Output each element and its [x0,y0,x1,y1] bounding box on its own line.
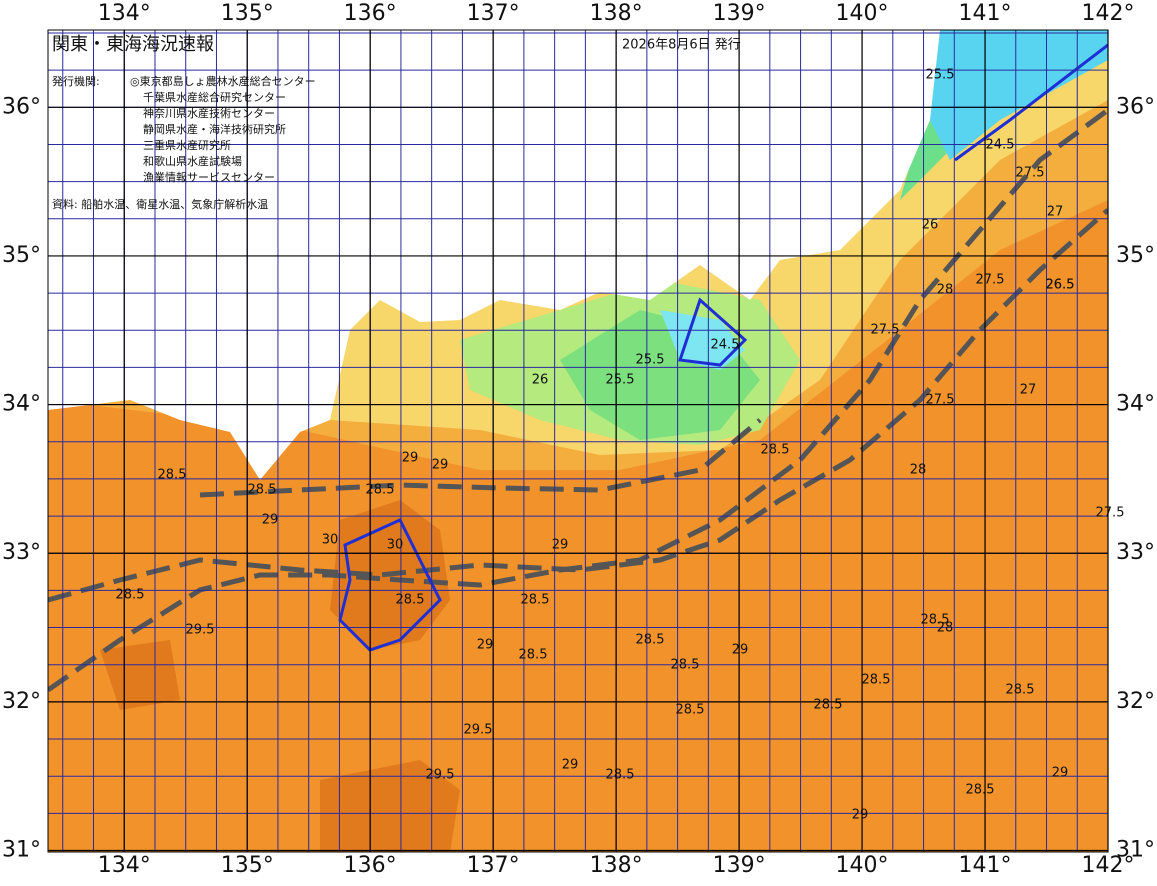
issuer: 和歌山県水産試験場 [143,154,242,168]
x-tick-label: 139° [713,1,766,26]
contour-label: 28.5 [671,658,700,673]
contour-label: 27.5 [976,273,1005,288]
contour-label: 28.5 [1006,683,1035,698]
x-tick-label: 142° [1082,1,1135,26]
x-tick-label: 136° [344,1,397,26]
y-tick-label: 33° [2,540,41,565]
contour-label: 29 [552,538,569,553]
contour-label: 29 [262,513,279,528]
contour-label: 28 [937,283,954,298]
x-tick-label: 138° [590,1,643,26]
sea-temperature-field [48,30,1108,852]
x-tick-label: 135° [221,853,274,878]
contour-label: 27.5 [871,323,900,338]
contour-label: 27 [1047,205,1064,220]
contour-label: 27 [1020,383,1037,398]
contour-label: 29 [732,643,749,658]
contour-label: 28.5 [606,768,635,783]
contour-label: 25.5 [636,353,665,368]
contour-label: 29.5 [426,768,455,783]
contour-label: 28.5 [521,593,550,608]
contour-label: 29 [852,808,869,823]
contour-label: 29 [1052,766,1069,781]
x-tick-label: 141° [959,853,1012,878]
y-tick-label: 32° [2,689,41,714]
contour-label: 28 [937,621,954,636]
contour-label: 28.5 [966,783,995,798]
contour-label: 29 [432,458,449,473]
y-tick-label: 36° [2,94,41,119]
x-tick-label: 140° [836,853,889,878]
y-tick-label: 35° [1116,243,1155,268]
y-tick-label: 31° [2,838,41,863]
contour-label: 27.5 [1016,166,1045,181]
x-tick-label: 134° [98,1,151,26]
contour-label: 28.5 [158,468,187,483]
issuer: ◎東京都島しょ農林水産総合センター [130,74,316,88]
contour-label: 24.5 [986,138,1015,153]
source: 資料: 船舶水温、衛星水温、気象庁解析水温 [52,197,268,211]
issuer-label: 発行機関: [52,74,100,88]
contour-label: 28.5 [519,648,548,663]
contour-label: 28.5 [921,613,950,628]
contour-label: 29.5 [186,623,215,638]
issuer: 三重県水産研究所 [143,138,231,152]
contour-label: 26 [922,218,939,233]
y-tick-label: 34° [2,392,41,417]
issuer: 神奈川県水産技術センター [143,106,275,120]
x-tick-label: 142° [1082,853,1135,878]
y-tick-label: 31° [1116,838,1155,863]
y-tick-label: 36° [1116,94,1155,119]
issuer: 千葉県水産総合研究センター [143,90,286,104]
contour-label: 29 [562,758,579,773]
contour-label: 26.5 [1046,278,1075,293]
contour-label: 30 [322,533,339,548]
contour-label: 25.5 [926,68,955,83]
contour-label: 27.5 [926,393,955,408]
x-tick-label: 139° [713,853,766,878]
contour-label: 28.5 [676,703,705,718]
contour-label: 28.5 [366,483,395,498]
contour-label: 25.5 [606,373,635,388]
issuer-list: ◎東京都島しょ農林水産総合センター千葉県水産総合研究センター神奈川県水産技術セン… [130,74,316,184]
contour-label: 26.5 [1046,278,1075,293]
contour-label: 27.5 [1096,506,1125,521]
contour-label: 30 [387,538,404,553]
contour-label: 28.5 [814,698,843,713]
contour-label: 28.5 [248,483,277,498]
y-tick-label: 33° [1116,540,1155,565]
contour-label: 26 [532,373,549,388]
x-tick-label: 134° [98,853,151,878]
x-tick-label: 140° [836,1,889,26]
issuer: 漁業情報サービスセンター [143,170,275,184]
x-tick-label: 136° [344,853,397,878]
contour-label: 28.5 [396,593,425,608]
contour-label: 28.5 [761,443,790,458]
title: 関東・東海海況速報 [52,34,214,55]
x-tick-label: 138° [590,853,643,878]
contour-label: 29 [402,451,419,466]
x-tick-label: 137° [467,853,520,878]
contour-label: 28.5 [116,588,145,603]
y-tick-label: 34° [1116,392,1155,417]
contour-label: 28.5 [636,633,665,648]
x-tick-label: 141° [959,1,1012,26]
issue-date: 2026年8月6日 発行 [622,38,741,53]
x-tick-label: 135° [221,1,274,26]
contour-label: 24.5 [711,338,740,353]
issuer: 静岡県水産・海洋技術研究所 [143,122,286,136]
contour-label: 29.5 [464,723,493,738]
y-tick-label: 35° [2,243,41,268]
y-tick-label: 32° [1116,689,1155,714]
x-tick-label: 137° [467,1,520,26]
contour-label: 28 [910,463,927,478]
contour-label: 28.5 [862,673,891,688]
contour-label: 29 [477,638,494,653]
